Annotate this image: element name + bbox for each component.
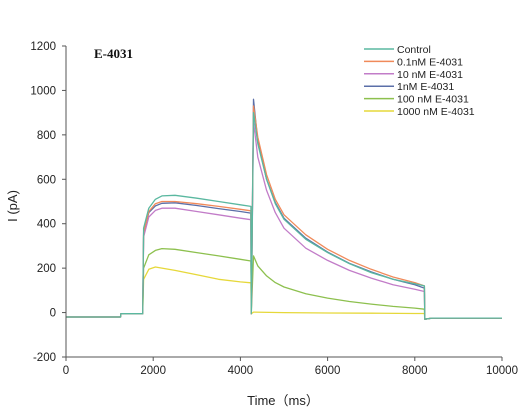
- series-line: [66, 111, 502, 320]
- series-line: [66, 266, 502, 320]
- y-tick-label: 800: [37, 130, 56, 142]
- x-axis-title: Time（ms）: [247, 393, 319, 408]
- legend-label: 0.1nM E-4031: [397, 56, 463, 68]
- series-line: [66, 105, 502, 320]
- legend-label: Control: [397, 44, 431, 56]
- chart-title: E-4031: [94, 46, 133, 61]
- x-tick-label: 2000: [140, 365, 166, 377]
- y-tick-label: 600: [37, 174, 56, 186]
- legend-label: 1nM E-4031: [397, 81, 454, 93]
- x-tick-label: 4000: [228, 365, 254, 377]
- legend-label: 100 nM E-4031: [397, 94, 469, 106]
- y-tick-label: -200: [33, 352, 56, 364]
- plot-lines: [66, 98, 502, 320]
- legend-label: 10 nM E-4031: [397, 69, 463, 81]
- x-tick-label: 10000: [486, 365, 518, 377]
- series-line: [66, 120, 502, 320]
- y-ticks: -200 0 200 400 600 800 1000 1200: [30, 41, 66, 364]
- x-tick-label: 0: [63, 365, 69, 377]
- series-line: [66, 98, 502, 320]
- series-line: [66, 247, 502, 320]
- y-axis-title: I (pA): [5, 190, 20, 222]
- legend-label: 1000 nM E-4031: [397, 106, 475, 118]
- y-tick-label: 1200: [30, 41, 56, 53]
- x-tick-label: 8000: [402, 365, 428, 377]
- y-tick-label: 200: [37, 263, 56, 275]
- y-tick-label: 1000: [30, 85, 56, 97]
- x-ticks: 0 2000 4000 6000 8000 10000: [63, 357, 518, 377]
- y-tick-label: 0: [50, 308, 56, 320]
- x-tick-label: 6000: [315, 365, 341, 377]
- y-tick-label: 400: [37, 219, 56, 231]
